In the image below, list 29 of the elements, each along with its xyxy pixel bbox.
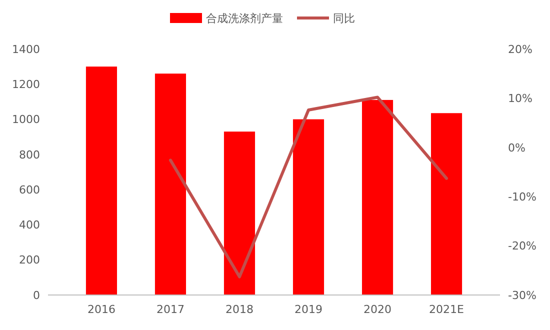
bar — [292, 119, 324, 295]
y-tick-label: 1000 — [12, 113, 40, 126]
y2-tick-label: 20% — [508, 42, 532, 56]
legend-label: 合成洗涤剂产量 — [206, 12, 283, 25]
y-tick-label: 400 — [19, 218, 40, 232]
x-tick-label: 2020 — [364, 303, 392, 316]
y-tick-label: 1400 — [12, 42, 40, 56]
x-tick-label: 2017 — [156, 303, 184, 316]
y2-tick-label: -20% — [508, 240, 536, 253]
x-tick-label: 2021E — [429, 303, 464, 316]
x-tick-label: 2018 — [225, 303, 254, 316]
y-tick-label: 1200 — [12, 78, 40, 91]
bar — [430, 113, 462, 295]
y-tick-label: 0 — [33, 288, 40, 302]
bar — [86, 66, 118, 295]
bar — [224, 132, 256, 295]
y-tick-label: 200 — [19, 254, 40, 267]
y2-tick-label: 10% — [508, 92, 532, 106]
legend-label: 同比 — [333, 12, 355, 25]
y-tick-label: 600 — [19, 183, 40, 196]
bar — [362, 100, 394, 295]
x-tick-label: 2019 — [294, 303, 323, 316]
line-series — [168, 96, 448, 278]
x-tick-label: 2016 — [87, 303, 116, 316]
bar — [154, 74, 186, 295]
y2-tick-label: -10% — [508, 190, 536, 204]
y-tick-label: 800 — [19, 148, 40, 162]
y2-tick-label: 0% — [508, 141, 526, 154]
y2-tick-label: -30% — [508, 288, 536, 302]
